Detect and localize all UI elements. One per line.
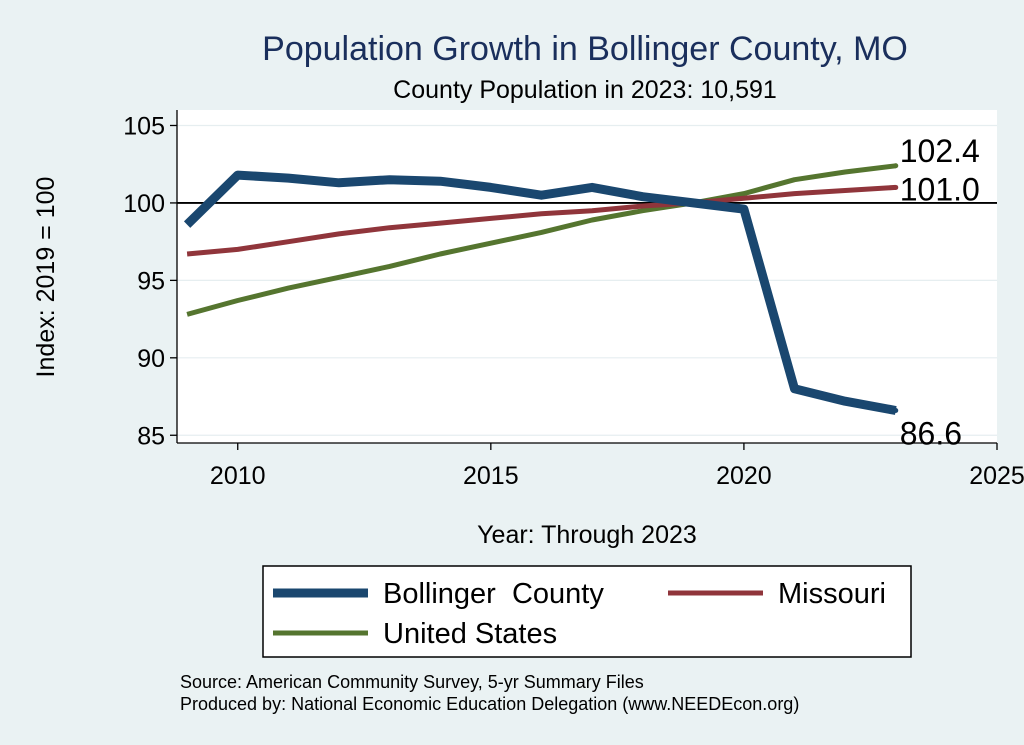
produced-by-note: Produced by: National Economic Education… [180,694,799,714]
source-note: Source: American Community Survey, 5-yr … [180,672,644,692]
chart-subtitle: County Population in 2023: 10,591 [393,76,777,104]
y-tick-label-105: 105 [123,112,165,140]
y-tick-label-95: 95 [137,267,165,295]
x-axis-title: Year: Through 2023 [477,521,697,549]
y-axis-ticks: 85 90 95 100 105 [123,112,177,450]
end-marker-missouri [893,184,899,190]
series-line-bollinger-county [183,170,897,415]
series-line-united-states [186,163,897,317]
series-line-missouri [186,184,896,257]
legend: Bollinger County Missouri United States [262,565,912,658]
end-label-bollinger-county: 86.6 [900,415,962,451]
x-tick-label-2015: 2015 [463,462,519,490]
end-label-missouri: 101.0 [900,171,980,207]
chart-title: Population Growth in Bollinger County, M… [262,30,908,68]
end-marker-united-states [893,163,899,169]
x-tick-label-2010: 2010 [210,462,266,490]
legend-label-missouri: Missouri [778,578,886,610]
x-tick-label-2020: 2020 [716,462,772,490]
series-lines [183,163,897,415]
x-axis-ticks: 2010 2015 2020 2025 [210,443,1024,490]
legend-label-united-states: United States [383,618,557,650]
legend-box [262,565,912,658]
y-tick-label-85: 85 [137,422,165,450]
end-marker-bollinger-county [893,407,899,413]
y-axis-title: Index: 2019 = 100 [32,177,60,378]
y-tick-label-90: 90 [137,345,165,373]
plot-area [177,110,997,443]
end-label-united-states: 102.4 [900,133,980,169]
legend-label-bollinger-county: Bollinger County [383,578,604,610]
x-tick-label-2025: 2025 [969,462,1024,490]
y-tick-label-100: 100 [123,190,165,218]
